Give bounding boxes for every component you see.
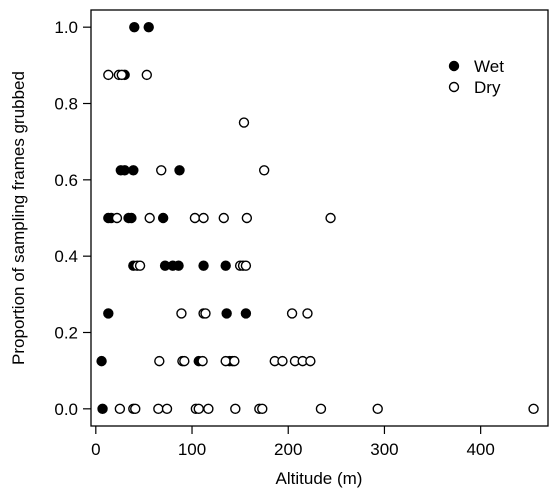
data-point-dry [111,212,123,224]
data-point-dry [258,165,270,176]
data-point-dry [286,308,298,319]
x-axis: 0 100 200 300 400 [91,426,495,459]
data-point-dry [144,212,155,224]
y-axis-title: Proportion of sampling frames grubbed [9,71,28,365]
data-point-dry [116,69,127,81]
y-tick-label: 0.0 [54,400,78,419]
data-point-wet [143,21,154,33]
data-point-dry [114,403,126,415]
data-point-dry [240,260,252,271]
data-point-dry [372,403,383,415]
legend-label-dry: Dry [474,78,501,97]
y-tick-label: 0.4 [54,247,78,266]
x-axis-title: Altitude (m) [276,469,363,488]
data-point-dry [218,212,229,224]
data-point-dry [302,308,313,319]
y-axis: 0.0 0.2 0.4 0.6 0.8 1.0 [54,18,91,419]
data-point-dry [176,308,187,319]
data-point-wet [126,212,137,224]
data-point-dry [154,355,165,367]
data-point-wet [97,403,108,415]
data-point-dry [230,403,241,415]
data-point-wet [103,308,114,319]
data-point-dry [103,69,114,81]
data-point-dry [203,403,214,415]
data-point-wet [173,260,184,271]
y-tick-label: 0.6 [54,171,78,190]
data-point-wet [220,260,231,271]
legend: Wet Dry [448,57,504,97]
data-point-dry [220,355,231,367]
x-tick-label: 300 [370,440,398,459]
plot-frame [90,9,549,427]
data-point-wet [119,165,130,176]
data-point-wet [198,260,209,271]
data-point-dry [189,212,201,224]
x-tick-label: 100 [178,440,206,459]
data-point-dry [141,69,153,81]
data-point-dry [325,212,336,224]
data-point-dry [134,260,146,271]
x-tick-label: 200 [274,440,302,459]
data-point-wet [96,355,107,367]
legend-marker-dry [448,81,460,93]
legend-marker-wet [448,60,460,72]
data-point-dry [241,212,253,224]
y-tick-label: 0.2 [54,323,78,342]
data-point-dry [156,165,167,176]
data-point-dry [305,355,316,367]
data-point-wet [240,308,252,319]
data-point-dry [161,403,173,415]
data-point-dry [179,355,190,367]
data-point-wet [174,165,185,176]
data-point-wet [129,21,140,33]
legend-label-wet: Wet [474,57,504,76]
data-point-wet [128,165,139,176]
y-tick-label: 0.8 [54,95,78,114]
data-point-wet [157,212,169,224]
y-tick-label: 1.0 [54,18,78,37]
data-point-dry [153,403,164,415]
data-point-dry [130,403,141,415]
data-point-dry [200,308,211,319]
data-point-dry [277,355,288,367]
x-tick-label: 0 [91,440,100,459]
data-point-dry [193,403,204,415]
data-points [96,21,539,415]
data-point-dry [229,355,240,367]
data-point-dry [238,117,250,128]
data-point-dry [315,403,327,415]
data-point-dry [257,403,268,415]
data-point-wet [221,308,232,319]
x-tick-label: 400 [466,440,494,459]
data-point-dry [197,355,208,367]
data-point-dry [198,212,209,224]
data-point-dry [528,403,539,415]
